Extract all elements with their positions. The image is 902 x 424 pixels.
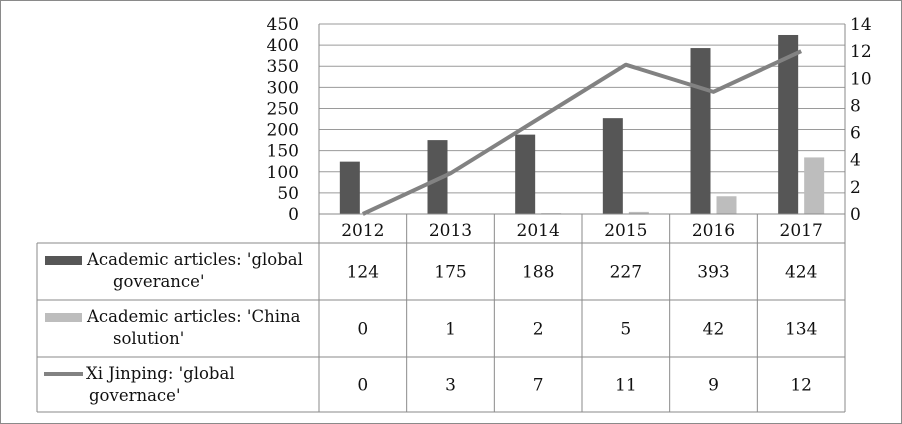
table-value: 1 bbox=[445, 320, 456, 340]
gridlines bbox=[318, 23, 846, 412]
legend-label-line1: Academic articles: 'global bbox=[86, 250, 303, 269]
table-value: 3 bbox=[445, 376, 456, 396]
legend-key bbox=[45, 313, 82, 322]
table-value: 124 bbox=[347, 263, 379, 283]
category-label: 2012 bbox=[341, 221, 384, 241]
table-value: 0 bbox=[357, 376, 368, 396]
bar bbox=[628, 211, 649, 214]
bar bbox=[515, 134, 536, 214]
bar bbox=[778, 34, 799, 214]
bars bbox=[339, 34, 825, 214]
table-value: 0 bbox=[357, 320, 368, 340]
table-value: 11 bbox=[615, 376, 637, 396]
table-value: 9 bbox=[708, 376, 719, 396]
table-value: 175 bbox=[434, 263, 466, 283]
table-value: 12 bbox=[790, 376, 812, 396]
right-tick-label: 2 bbox=[850, 178, 861, 198]
bar bbox=[602, 118, 623, 214]
bar bbox=[690, 48, 711, 214]
table-value: 7 bbox=[533, 376, 544, 396]
right-tick-label: 6 bbox=[850, 124, 861, 144]
legend-label-line1: Academic articles: 'China bbox=[86, 307, 301, 326]
table-value: 188 bbox=[522, 263, 554, 283]
right-tick-label: 12 bbox=[850, 42, 872, 62]
right-tick-label: 4 bbox=[850, 151, 861, 171]
left-tick-label: 250 bbox=[267, 99, 299, 119]
bar bbox=[339, 161, 360, 214]
legend-key bbox=[45, 256, 82, 265]
left-tick-label: 300 bbox=[267, 78, 299, 98]
bar bbox=[427, 140, 448, 214]
left-tick-label: 400 bbox=[267, 36, 299, 56]
category-label: 2015 bbox=[604, 221, 647, 241]
left-tick-label: 200 bbox=[267, 121, 299, 141]
category-label: 2016 bbox=[692, 221, 735, 241]
table-value: 134 bbox=[785, 320, 817, 340]
legend-label-line2: governace' bbox=[89, 386, 180, 405]
category-label: 2013 bbox=[429, 221, 472, 241]
table-value: 2 bbox=[533, 320, 544, 340]
right-tick-label: 0 bbox=[850, 205, 861, 225]
category-label: 2017 bbox=[780, 221, 823, 241]
left-tick-label: 450 bbox=[267, 15, 299, 35]
right-axis: 0 2 4 6 8 10 12 14 bbox=[850, 15, 872, 225]
bar bbox=[716, 196, 737, 214]
left-tick-label: 0 bbox=[288, 205, 299, 225]
left-tick-label: 50 bbox=[277, 184, 299, 204]
left-tick-label: 100 bbox=[267, 163, 299, 183]
left-tick-label: 150 bbox=[267, 142, 299, 162]
right-tick-label: 8 bbox=[850, 96, 861, 116]
bar bbox=[804, 157, 825, 214]
category-label: 2014 bbox=[517, 221, 560, 241]
legend-label-line2: solution' bbox=[113, 329, 184, 348]
left-tick-label: 350 bbox=[267, 57, 299, 77]
series-line bbox=[361, 49, 803, 216]
legend-label-line1: Xi Jinping: 'global bbox=[86, 364, 235, 383]
table-value: 42 bbox=[703, 320, 725, 340]
table-value: 227 bbox=[610, 263, 642, 283]
right-tick-label: 14 bbox=[850, 15, 872, 35]
legend-label-line2: goverance' bbox=[113, 272, 204, 291]
table-value: 393 bbox=[697, 263, 729, 283]
table-value: 5 bbox=[620, 320, 631, 340]
right-tick-label: 10 bbox=[850, 69, 872, 89]
table-value: 424 bbox=[785, 263, 817, 283]
